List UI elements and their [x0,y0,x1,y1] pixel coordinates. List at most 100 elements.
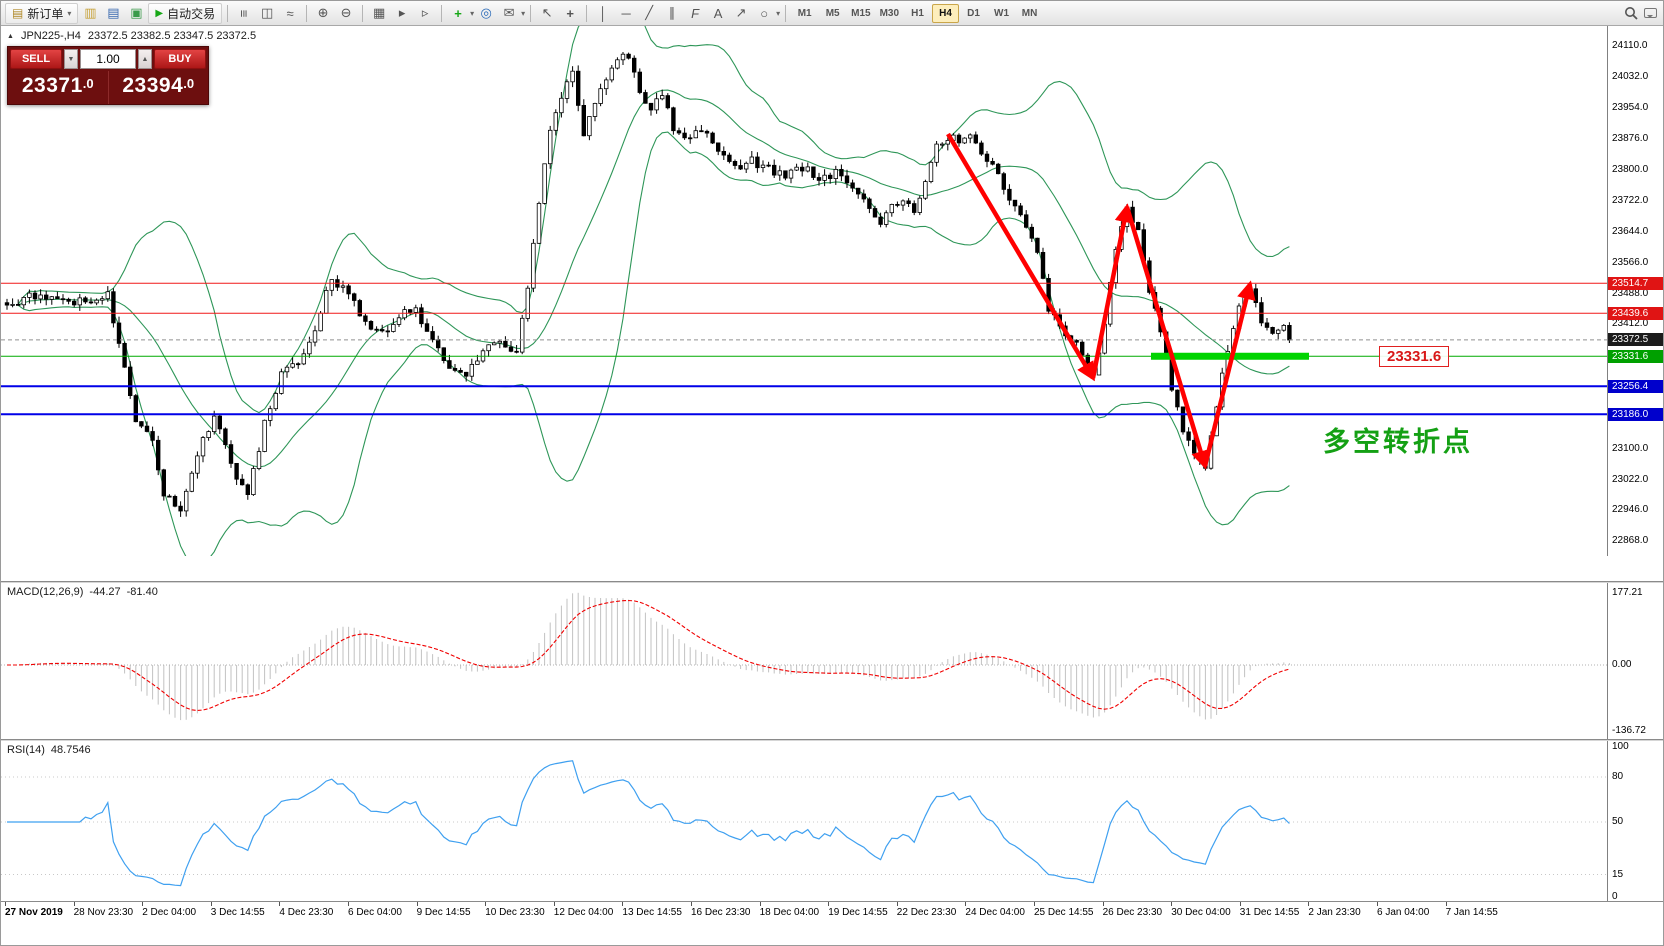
time-axis-label: 7 Jan 14:55 [1445,907,1498,918]
time-axis-tick [759,902,761,906]
price-axis-label: 23488.0 [1612,287,1649,299]
tile-windows-icon[interactable]: ▦ [372,5,386,20]
rsi-axis-label: 0 [1612,891,1618,902]
caret-down-icon[interactable]: ▾ [776,8,781,18]
rsi-name: RSI(14) [7,744,45,756]
volume-input[interactable]: 1.00 [80,49,136,69]
trendline-icon[interactable]: ╱ [645,5,654,20]
timeframe-m30-button[interactable]: M30 [879,7,900,19]
candlestick-chart-icon[interactable]: ◫ [260,5,274,20]
price-axis-label: 24032.0 [1612,71,1649,83]
vertical-line-icon[interactable]: │ [599,5,608,21]
macd-signal-value: -81.40 [126,586,158,598]
macd-name: MACD(12,26,9) [7,586,84,598]
new-chart-icon[interactable]: + [454,5,462,21]
price-axis-label: 22868.0 [1612,535,1649,546]
auto-scroll-icon[interactable]: ▸ [398,5,406,20]
timeframe-w1-button[interactable]: W1 [994,7,1010,19]
caret-down-icon[interactable]: ▾ [470,8,475,18]
caret-down-icon[interactable]: ▾ [521,8,526,18]
timeframe-h1-button[interactable]: H1 [911,7,924,19]
buy-price-main: 23394 [122,74,184,97]
time-axis-label: 13 Dec 14:55 [622,907,682,918]
time-axis[interactable]: 27 Nov 2019 28 Nov 23:30 2 Dec 04:00 3 Dec … [1,901,1663,945]
timeframe-d1-button[interactable]: D1 [967,7,980,19]
timeframe-m1-button[interactable]: M1 [797,7,812,19]
buy-price-dec: .0 [183,76,195,91]
sell-price[interactable]: 23371 .0 [8,71,108,104]
channel-icon[interactable]: ∥ [668,5,676,20]
time-axis-label: 16 Dec 23:30 [691,907,751,918]
horizontal-line-icon[interactable]: ─ [621,5,631,21]
price-divider [107,71,109,104]
volume-decrease-button[interactable]: ▼ [64,49,78,69]
new-order-icon: ▤ [12,6,24,20]
macd-axis-label: -136.72 [1612,725,1646,736]
pane-divider[interactable] [1,739,1663,741]
time-axis-label: 9 Dec 14:55 [416,907,471,918]
rsi-axis-label: 100 [1612,741,1629,752]
time-axis-label: 18 Dec 04:00 [759,907,820,918]
text-icon[interactable]: A [713,5,723,21]
order-controls-row: SELL ▼ 1.00 ▲ BUY [8,47,208,71]
time-axis-label: 24 Dec 04:00 [965,907,1025,918]
time-axis-tick [210,902,212,906]
auto-trading-button[interactable]: ▶ 自动交易 [148,2,223,24]
cursor-icon[interactable]: ↖ [541,5,553,20]
zoom-in-icon[interactable]: ⊕ [317,5,329,20]
buy-price[interactable]: 23394 .0 [109,71,209,104]
time-axis-label: 31 Dec 14:55 [1239,907,1300,918]
market-watch-icon[interactable]: ▥ [84,5,97,20]
shapes-icon[interactable]: ○ [760,5,769,21]
price-axis[interactable]: 24110.0 24032.0 23954.0 23876.0 23800.0 23722… [1607,26,1663,556]
price-axis-label: 23954.0 [1612,102,1649,114]
chat-icon[interactable] [1644,8,1657,18]
search-icon[interactable] [1624,6,1638,20]
crosshair-icon[interactable]: + [566,5,574,21]
time-axis-tick [485,902,487,906]
time-axis-label: 4 Dec 23:30 [279,907,334,918]
sell-button[interactable]: SELL [10,49,62,69]
price-axis-label: 23100.0 [1612,442,1649,454]
navigator-icon[interactable]: ▤ [107,5,120,20]
macd-axis[interactable]: 177.21 0.00 -136.72 [1607,583,1663,739]
volume-increase-button[interactable]: ▲ [138,49,152,69]
time-axis-tick [896,902,898,906]
timeframe-h4-button[interactable]: H4 [932,3,960,23]
timeframe-mn-button[interactable]: MN [1021,7,1038,19]
rsi-label: RSI(14) 48.7546 [7,744,91,756]
timeframe-m15-button[interactable]: M15 [851,7,871,19]
time-axis-tick [1102,902,1104,906]
mail-icon[interactable]: ✉ [503,5,515,20]
rsi-chart[interactable] [1,741,1607,901]
timeframe-m5-button[interactable]: M5 [825,7,840,19]
toolbar-separator [306,4,308,22]
sell-price-dec: .0 [82,76,94,91]
toolbar-separator [586,4,588,22]
macd-pane: 177.21 0.00 -136.72 MACD(12,26,9) -44.27 -… [1,583,1663,739]
order-prices-row: 23371 .0 23394 .0 [8,71,208,104]
rsi-axis-label: 50 [1612,816,1624,827]
time-axis-label: 26 Dec 23:30 [1102,907,1163,918]
time-axis-label: 19 Dec 14:55 [828,907,888,918]
toolbar-separator [785,4,787,22]
play-icon: ▶ [155,7,164,19]
chart-shift-icon[interactable]: ▹ [421,5,429,20]
fibonacci-icon[interactable]: F [691,5,700,21]
indicators-icon[interactable]: ◎ [480,5,492,20]
new-order-button[interactable]: ▤ 新订单 ▾ [5,2,79,24]
time-axis-tick [965,902,967,906]
buy-button[interactable]: BUY [154,49,206,69]
pane-divider[interactable] [1,581,1663,583]
zoom-out-icon[interactable]: ⊖ [340,5,352,20]
line-chart-icon[interactable]: ≈ [286,5,294,21]
bar-chart-icon[interactable]: ≡ [236,9,252,17]
symbol-marker-icon: ▲ [7,32,14,40]
arrows-tool-icon[interactable]: ↗ [735,5,747,20]
time-axis-tick [1171,902,1173,906]
rsi-axis[interactable]: 100 80 50 15 0 [1607,741,1663,902]
terminal-panel-icon[interactable]: ▣ [130,5,143,20]
price-chart[interactable] [1,26,1607,556]
macd-chart[interactable] [1,583,1607,739]
